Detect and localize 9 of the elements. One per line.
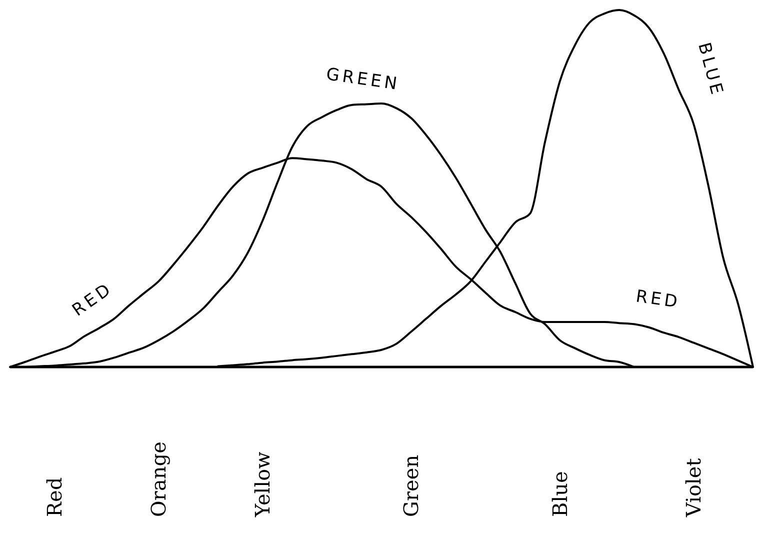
- x-tick-label: Red: [42, 477, 67, 517]
- x-tick-label: Blue: [548, 471, 572, 517]
- annotation: RED: [634, 286, 682, 313]
- x-tick-label: Violet: [682, 458, 706, 518]
- annotation: BLUE: [693, 40, 728, 100]
- x-tick-label: Yellow: [250, 452, 275, 518]
- annotation: GREEN: [324, 64, 402, 95]
- x-tick-label: Green: [399, 454, 424, 517]
- x-tick-label: Orange: [146, 442, 171, 517]
